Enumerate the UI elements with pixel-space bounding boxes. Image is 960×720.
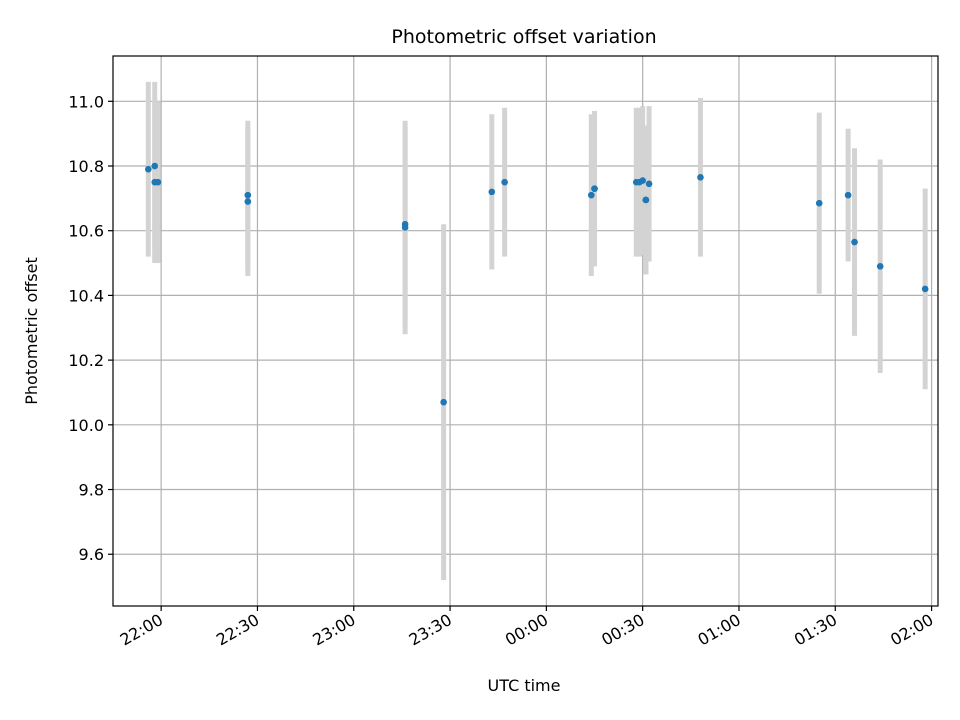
data-point [588,191,595,199]
y-tick-label: 9.8 [79,481,104,500]
data-points [145,162,929,406]
data-point [921,285,929,293]
data-point [815,199,823,207]
data-point [440,398,447,406]
x-axis-ticks: 22:00 22:30 23:00 23:30 00:00 00:30 01:00 01:30… [117,606,937,650]
data-point [151,162,159,170]
plot-frame [112,55,939,607]
y-tick-label: 10.0 [68,416,104,435]
data-point [154,178,162,186]
grid-lines [113,56,938,606]
error-bars [145,81,928,581]
data-point [501,178,508,186]
y-axis-title: Photometric offset [22,257,41,405]
x-tick-label: 23:30 [406,610,455,650]
y-tick-label: 10.8 [68,157,104,176]
data-point [639,177,646,184]
data-point [244,198,252,205]
data-point [851,238,858,246]
data-point [697,174,704,181]
data-point [844,191,852,199]
y-tick-label: 11.0 [68,92,104,111]
x-tick-label: 01:30 [791,610,840,650]
x-tick-label: 22:00 [117,610,166,650]
data-point [244,191,252,199]
y-tick-label: 10.2 [68,351,104,370]
x-tick-label: 00:00 [502,610,551,650]
data-point [401,224,409,231]
data-point [645,180,653,188]
x-axis-title: UTC time [488,676,561,695]
y-axis-ticks: 9.6 9.8 10.0 10.2 10.4 10.6 10.8 11.0 [68,92,113,564]
data-point [876,262,884,270]
data-point [642,196,650,204]
x-tick-label: 02:00 [887,610,936,650]
x-tick-label: 23:00 [309,610,358,650]
y-tick-label: 10.6 [68,222,104,241]
x-tick-label: 00:30 [598,610,647,650]
data-point [591,185,598,192]
y-tick-label: 10.4 [68,286,104,305]
chart-title: Photometric offset variation [391,26,656,48]
x-tick-label: 01:00 [695,610,744,650]
x-tick-label: 22:30 [213,610,262,650]
y-tick-label: 9.6 [79,545,104,564]
data-point [145,165,152,173]
data-point [488,188,496,196]
